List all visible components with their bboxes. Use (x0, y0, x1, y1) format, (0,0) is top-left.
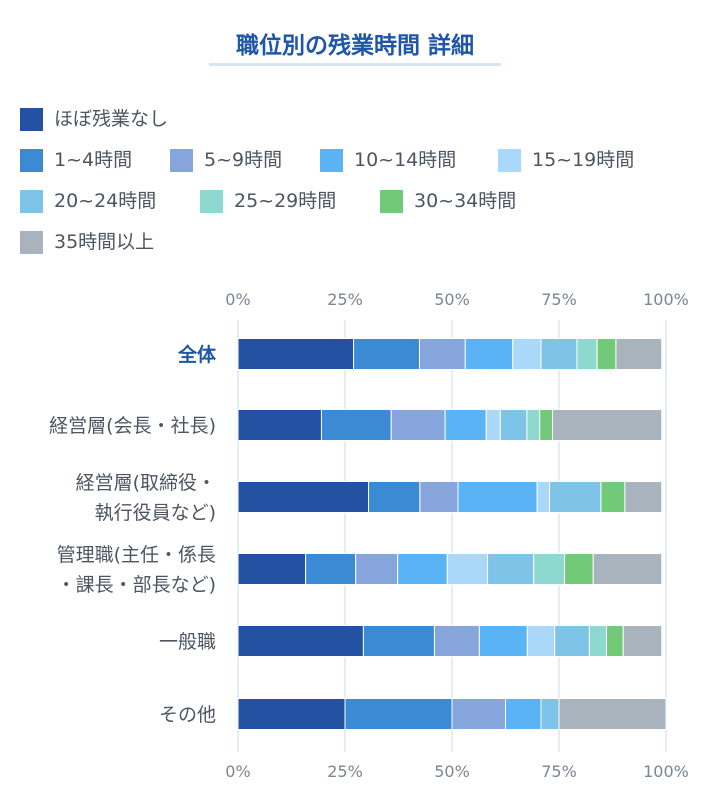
bar-segment (444, 409, 487, 441)
bar-segment (505, 698, 542, 730)
x-tick-label-bottom: 25% (327, 762, 363, 781)
bar-segment (552, 409, 663, 441)
legend-label: 35時間以上 (54, 231, 155, 253)
bar-segment (237, 553, 307, 585)
bar-segment (237, 481, 370, 513)
bar-segment (368, 481, 421, 513)
x-tick-label-bottom: 50% (434, 762, 470, 781)
bar-segment (564, 553, 594, 585)
category-label: ・課長・部長など) (57, 574, 216, 596)
bar-segment (622, 625, 663, 657)
x-tick-label-bottom: 75% (541, 762, 577, 781)
legend-swatch (20, 149, 43, 172)
x-tick-label-top: 25% (327, 290, 363, 309)
x-tick-label-top: 50% (434, 290, 470, 309)
legend-swatch (20, 108, 43, 131)
legend-swatch (200, 190, 223, 213)
bar-segment (600, 481, 626, 513)
legend-swatch (498, 149, 521, 172)
category-label: 管理職(主任・係長 (57, 544, 216, 566)
x-tick-label-bottom: 100% (643, 762, 689, 781)
bar-segment (433, 625, 480, 657)
bar-segment (512, 338, 542, 370)
category-label: 経営層(取締役・ (76, 472, 216, 494)
bar-segment (478, 625, 528, 657)
bar-segment (320, 409, 392, 441)
bar-segment (397, 553, 448, 585)
bar-segment (237, 625, 364, 657)
bar-segment (344, 698, 453, 730)
bar-segment (606, 625, 624, 657)
bar-segment (485, 409, 501, 441)
bar-segment (237, 338, 355, 370)
bar-segment (446, 553, 489, 585)
bar-segment (353, 338, 420, 370)
bar-segment (624, 481, 663, 513)
bar-segment (418, 338, 466, 370)
bar-segment (390, 409, 446, 441)
bar-segment (539, 409, 554, 441)
category-label: 経営層(会長・社長) (49, 415, 216, 437)
x-tick-label-bottom: 0% (225, 762, 250, 781)
bar-segment (305, 553, 357, 585)
bar-segment (237, 409, 322, 441)
bar-segment (487, 553, 535, 585)
title-underline (209, 63, 501, 66)
legend-label: 15~19時間 (532, 149, 635, 171)
legend-label: 30~34時間 (414, 190, 517, 212)
bar-segment (596, 338, 617, 370)
legend-label: 25~29時間 (234, 190, 337, 212)
bar-segment (362, 625, 435, 657)
category-label: 執行役員など) (95, 502, 216, 524)
bar-segment (457, 481, 538, 513)
legend-swatch (20, 231, 43, 254)
bar-segment (558, 698, 667, 730)
bar-segment (451, 698, 506, 730)
chart-title: 職位別の残業時間 詳細 (235, 33, 474, 59)
bar-segment (540, 338, 578, 370)
bar-segment (576, 338, 598, 370)
legend-swatch (320, 149, 343, 172)
bar-segment (526, 409, 541, 441)
legend-label: 10~14時間 (354, 149, 457, 171)
legend-swatch (170, 149, 193, 172)
bar-segment (499, 409, 528, 441)
bar-segment (554, 625, 590, 657)
bar-segment (540, 698, 560, 730)
bar-segment (526, 625, 556, 657)
legend-swatch (20, 190, 43, 213)
category-label: 全体 (177, 343, 217, 366)
bar-segment (464, 338, 514, 370)
legend-label: ほぼ残業なし (54, 108, 169, 130)
category-label: 一般職 (159, 631, 216, 653)
bar-segment (237, 698, 346, 730)
x-tick-label-top: 100% (643, 290, 689, 309)
legend-label: 1~4時間 (54, 149, 133, 171)
bar-segment (615, 338, 663, 370)
category-label: その他 (159, 704, 216, 726)
legend-swatch (380, 190, 403, 213)
bar-segment (536, 481, 551, 513)
bar-segment (592, 553, 663, 585)
legend-label: 20~24時間 (54, 190, 157, 212)
legend-label: 5~9時間 (204, 149, 283, 171)
x-tick-label-top: 0% (225, 290, 250, 309)
bar-segment (533, 553, 566, 585)
bar-segment (549, 481, 602, 513)
x-tick-label-top: 75% (541, 290, 577, 309)
bar-segment (419, 481, 459, 513)
bar-segment (355, 553, 399, 585)
bar-segment (588, 625, 608, 657)
